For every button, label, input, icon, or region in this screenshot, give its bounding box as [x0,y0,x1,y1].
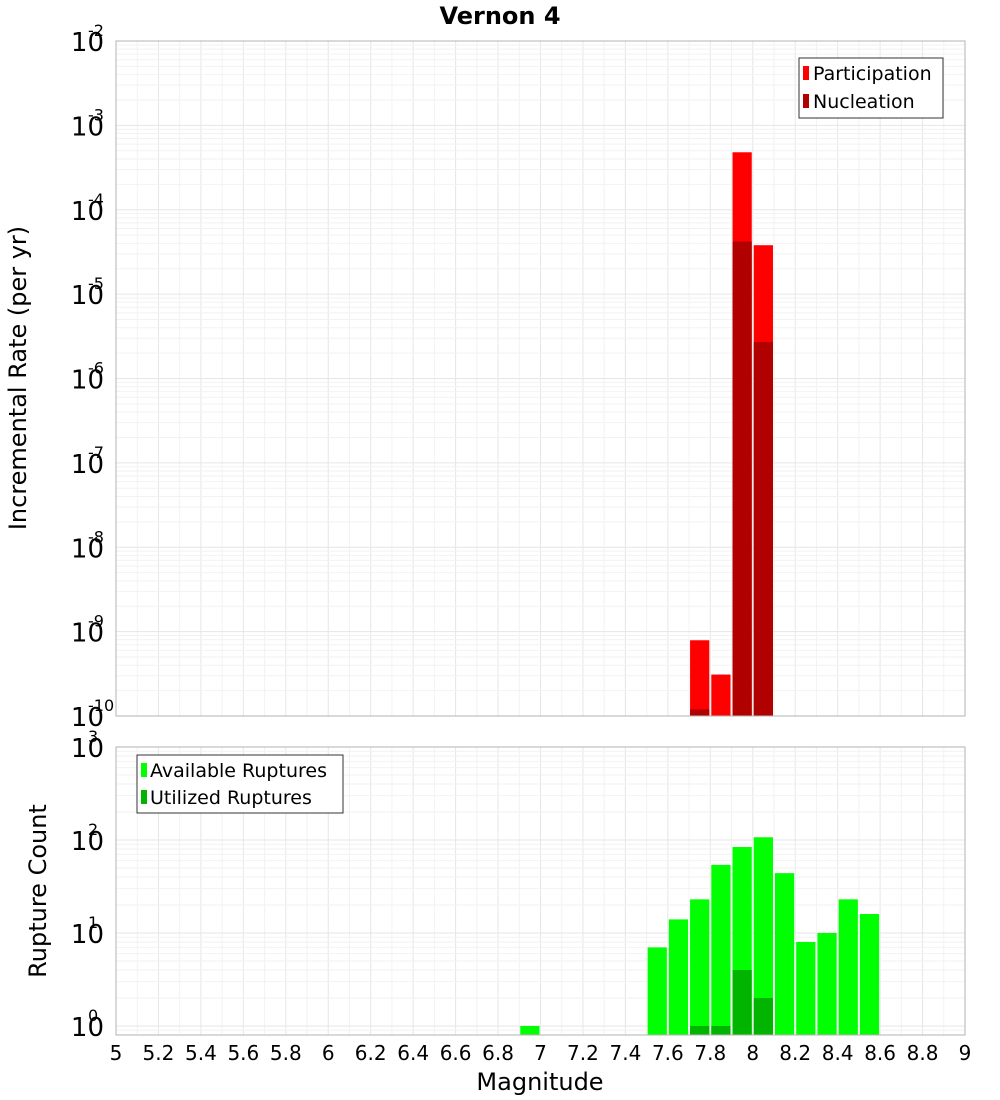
top-bars [690,152,773,717]
top-ytick-label: 10 [71,534,104,564]
xtick-label: 8 [746,1041,759,1065]
legend-label-nucleation: Nucleation [813,91,915,113]
chart-title: Vernon 4 [439,2,560,30]
legend-label-utilized: Utilized Ruptures [150,787,312,809]
bottom-y-axis-label: Rupture Count [24,804,52,978]
top-bar-series-b [690,709,710,716]
top-ytick-exponent: -4 [88,190,104,209]
bottom-bar-series-b [753,997,773,1035]
xtick-label: 5 [110,1041,123,1065]
top-ytick-label: 10 [71,112,104,142]
xtick-label: 7.4 [609,1041,641,1065]
top-bar-series-a [711,674,731,716]
top-legend: Participation Nucleation [798,57,944,119]
xtick-label: 8.2 [779,1041,811,1065]
top-ytick-exponent: -2 [88,21,104,40]
xtick-label: 6.4 [397,1041,429,1065]
top-bar-series-b [753,342,773,716]
bottom-legend-box [136,754,344,814]
top-bar-series-b [732,241,752,717]
top-ytick-label: 10 [71,366,104,396]
top-ytick-label: 10 [71,619,104,649]
bottom-bar-series-a [520,1025,540,1035]
bottom-bar-series-a [838,899,858,1035]
bottom-ytick-label: 10 [71,827,104,857]
legend-label-available: Available Ruptures [150,760,327,782]
xtick-label: 8.6 [864,1041,896,1065]
top-plot-frame [115,40,966,717]
top-ytick-label: 10 [71,703,104,733]
xtick-label: 6.6 [440,1041,472,1065]
x-axis-label: Magnitude [476,1068,603,1096]
top-y-ticks: 10-210-310-410-510-610-710-810-910-10 [71,21,114,733]
xtick-label: 7 [534,1041,547,1065]
top-ytick-label: 10 [71,450,104,480]
legend-swatch-participation [803,66,809,80]
xtick-label: 6.8 [482,1041,514,1065]
bottom-ytick-label: 10 [71,1013,104,1043]
bottom-bar-series-b [732,969,752,1035]
top-grid [115,40,966,717]
bottom-bars [520,837,880,1035]
bottom-bar-series-a [817,932,837,1035]
legend-swatch-available [141,763,147,777]
top-y-axis-label: Incremental Rate (per yr) [4,226,32,530]
bottom-ytick-exponent: 2 [88,820,98,839]
bottom-legend: Available Ruptures Utilized Ruptures [136,754,344,814]
xtick-label: 6 [322,1041,335,1065]
top-ytick-exponent: -3 [88,105,104,124]
top-ytick-exponent: -9 [88,612,104,631]
top-ytick-label: 10 [71,197,104,227]
xtick-label: 6.2 [355,1041,387,1065]
bottom-ytick-exponent: 0 [88,1006,98,1025]
top-ytick-exponent: -5 [88,274,104,293]
xtick-label: 7.8 [694,1041,726,1065]
xtick-label: 5.8 [270,1041,302,1065]
top-ytick-exponent: -10 [88,696,114,715]
xtick-label: 9 [959,1041,972,1065]
bottom-plot-frame [115,746,966,1036]
top-legend-box [798,57,944,119]
top-ytick-exponent: -7 [88,443,104,462]
legend-label-participation: Participation [813,63,932,85]
bottom-x-ticks: 5 5.2 5.4 5.6 5.8 6 6.2 6.4 6.6 6.8 7 7.2 7.4 7.6 7.8 8… [110,1041,972,1065]
bottom-bar-series-a [753,837,773,1035]
top-ytick-exponent: -6 [88,359,104,378]
bottom-bar-series-a [690,899,710,1035]
legend-swatch-nucleation [803,94,809,108]
bottom-ytick-label: 10 [71,734,104,764]
bottom-bar-series-b [711,1025,731,1035]
bottom-bar-series-a [647,947,667,1035]
bottom-ytick-label: 10 [71,920,104,950]
bottom-bar-series-a [859,914,880,1035]
bottom-bar-series-a [774,873,795,1035]
bottom-bar-series-a [668,919,689,1035]
xtick-label: 8.4 [822,1041,854,1065]
xtick-label: 7.6 [652,1041,684,1065]
top-ytick-label: 10 [71,28,104,58]
xtick-label: 5.2 [143,1041,175,1065]
top-ytick-exponent: -8 [88,527,104,546]
xtick-label: 8.8 [907,1041,939,1065]
top-ytick-label: 10 [71,281,104,311]
bottom-bar-series-b [690,1025,710,1035]
bottom-ytick-exponent: 3 [88,727,98,746]
xtick-label: 5.6 [227,1041,259,1065]
legend-swatch-utilized [141,790,147,804]
xtick-label: 7.2 [567,1041,599,1065]
top-bar-series-a [690,640,710,716]
bottom-bar-series-a [796,942,816,1035]
bottom-bar-series-a [711,864,731,1035]
bottom-ytick-exponent: 1 [88,913,98,932]
xtick-label: 5.4 [185,1041,217,1065]
